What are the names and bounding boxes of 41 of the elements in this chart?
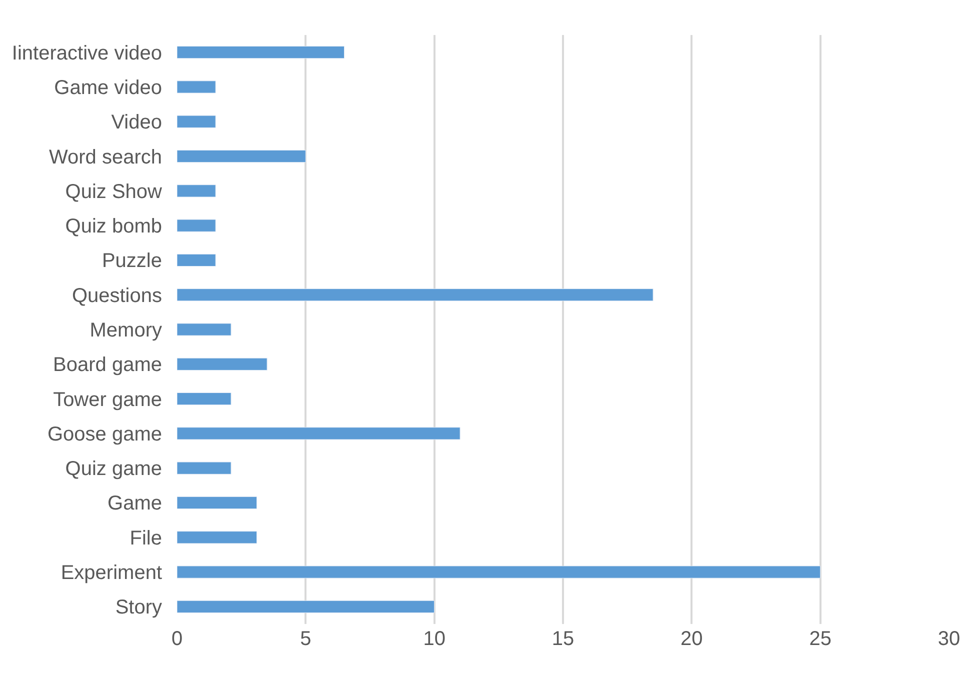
y-tick-label: Memory: [90, 320, 162, 342]
bar: [177, 115, 216, 128]
bar: [177, 184, 216, 198]
bar: [177, 80, 216, 94]
x-tick-label: 20: [680, 628, 703, 650]
bar: [177, 219, 216, 232]
y-tick-label: Quiz bomb: [65, 216, 162, 238]
y-tick-label: Board game: [53, 354, 162, 376]
y-tick-label: Story: [115, 596, 162, 619]
x-tick-label: 10: [423, 628, 446, 650]
bar: [177, 323, 232, 336]
bar: [177, 46, 345, 59]
bar: [177, 462, 232, 474]
bar: [177, 496, 258, 510]
y-tick-label: Quiz Show: [65, 180, 163, 203]
y-tick-label: Goose game: [47, 423, 162, 446]
y-tick-label: Tower game: [53, 388, 162, 411]
bar: [177, 288, 654, 302]
y-tick-label: Game: [108, 492, 162, 515]
y-tick-label: Game video: [54, 76, 162, 99]
bar: [177, 358, 268, 370]
y-tick-label: Experiment: [60, 562, 162, 584]
bar: [177, 427, 460, 440]
bar: [177, 566, 821, 578]
bar: [177, 531, 258, 544]
bar: [177, 150, 306, 163]
x-tick-label: 25: [809, 628, 832, 650]
y-tick-label: Video: [111, 112, 162, 134]
bar: [177, 254, 216, 267]
y-tick-label: Iinteractive video: [12, 42, 162, 64]
y-tick-label: File: [130, 527, 162, 550]
x-tick-label: 30: [938, 628, 960, 650]
y-tick-label: Puzzle: [102, 250, 162, 272]
bar: [177, 600, 435, 613]
x-tick-label: 15: [552, 628, 574, 650]
bar: [177, 392, 232, 406]
y-tick-label: Word search: [48, 146, 162, 168]
y-tick-label: Quiz game: [65, 458, 162, 480]
x-tick-label: 0: [171, 628, 183, 650]
x-tick-label: 5: [300, 628, 312, 650]
y-tick-label: Questions: [72, 284, 162, 307]
